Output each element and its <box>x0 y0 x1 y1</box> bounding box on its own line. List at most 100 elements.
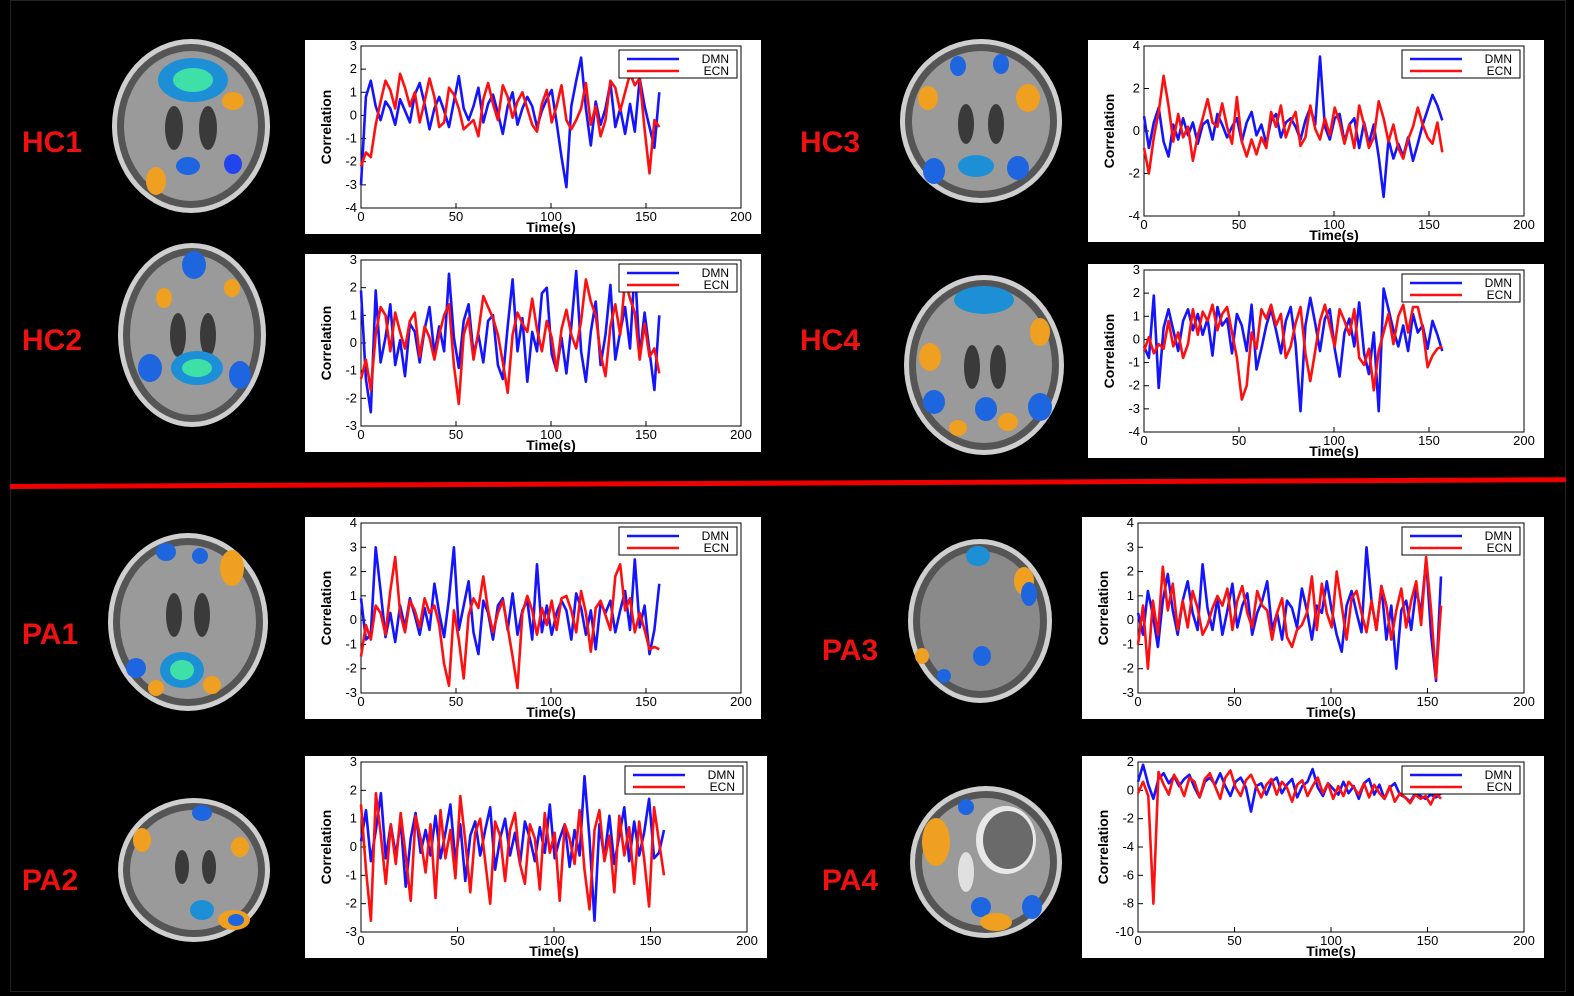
legend-label-dmn: DMN <box>1485 529 1512 543</box>
legend-label-ecn: ECN <box>704 278 729 292</box>
series-line-ecn <box>1142 74 1444 175</box>
panel-label-hc4: HC4 <box>800 324 861 357</box>
chart-panel-hc4: -4 -3 -2 -1 0 1 2 3 0 50 100 150 200 Time(s) Correlati… <box>1088 264 1544 458</box>
x-tick-label: 150 <box>1418 217 1440 232</box>
y-tick-label: 1 <box>350 588 357 603</box>
series-line-ecn <box>359 72 661 175</box>
legend-label-ecn: ECN <box>1487 541 1512 555</box>
panel-label-pa2: PA2 <box>22 864 79 897</box>
brain-image-pa1 <box>108 533 268 711</box>
y-axis-label: Correlation <box>318 306 334 381</box>
y-tick-label: -3 <box>345 177 357 192</box>
y-tick-label: -1 <box>1122 636 1134 651</box>
y-tick-label: 2 <box>350 564 357 579</box>
x-tick-label: 200 <box>736 933 758 948</box>
x-tick-label: 200 <box>730 694 752 709</box>
x-axis-label: Time(s) <box>1309 443 1359 458</box>
x-tick-label: 50 <box>1232 217 1246 232</box>
x-tick-label: 50 <box>1227 933 1241 948</box>
legend-box <box>624 765 744 795</box>
x-tick-label: 200 <box>1513 933 1535 948</box>
y-tick-label: 4 <box>1127 517 1134 530</box>
y-tick-label: -1 <box>1128 355 1140 370</box>
legend-label-dmn: DMN <box>1485 52 1512 66</box>
y-tick-label: 4 <box>1133 40 1140 53</box>
legend-label-ecn: ECN <box>1487 64 1512 78</box>
panel-label-pa1: PA1 <box>22 618 79 651</box>
y-tick-label: -2 <box>345 154 357 169</box>
legend-box <box>618 263 738 293</box>
brain-image-hc3 <box>900 39 1062 203</box>
x-tick-label: 150 <box>1417 694 1439 709</box>
chart-svg: -3 -2 -1 0 1 2 3 0 50 100 150 200 Time(s) Correlation… <box>318 254 752 452</box>
y-axis-label: Correlation <box>1101 94 1117 169</box>
y-tick-label: 3 <box>350 254 357 267</box>
legend-label-ecn: ECN <box>704 64 729 78</box>
x-tick-label: 100 <box>1323 217 1345 232</box>
x-tick-label: 0 <box>1140 433 1147 448</box>
y-tick-label: 4 <box>350 517 357 530</box>
series-line-dmn <box>1136 545 1443 683</box>
series-line-dmn <box>1136 763 1442 813</box>
x-tick-label: 50 <box>450 933 464 948</box>
x-tick-label: 150 <box>1418 433 1440 448</box>
y-tick-label: -2 <box>1122 661 1134 676</box>
chart-panel-pa4: -10 -8 -6 -4 -2 0 2 0 50 100 150 200 Time(s) Correlat… <box>1082 756 1544 958</box>
x-tick-label: 100 <box>1323 433 1345 448</box>
chart-svg: -3 -2 -1 0 1 2 3 0 50 100 150 200 Time(s) Correlation… <box>318 756 758 958</box>
chart-svg: -4 -2 0 2 4 0 50 100 150 200 Time(s) Correlation DMN… <box>1101 40 1535 242</box>
y-tick-label: -2 <box>1128 166 1140 181</box>
legend-label-ecn: ECN <box>1487 780 1512 794</box>
y-tick-label: 3 <box>350 539 357 554</box>
series-line-ecn <box>1142 303 1443 401</box>
x-tick-label: 150 <box>1417 933 1439 948</box>
x-tick-label: 200 <box>1513 433 1535 448</box>
y-tick-label: -2 <box>345 896 357 911</box>
panel-label-hc2: HC2 <box>22 324 83 357</box>
y-tick-label: -2 <box>345 661 357 676</box>
chart-svg: -3 -2 -1 0 1 2 3 4 0 50 100 150 200 Time(s) Correlatio… <box>318 517 752 719</box>
x-tick-label: 100 <box>543 933 565 948</box>
x-axis-label: Time(s) <box>1306 704 1356 719</box>
y-tick-label: -3 <box>1128 401 1140 416</box>
series-line-ecn <box>1136 769 1442 905</box>
y-tick-label: 2 <box>350 782 357 797</box>
x-tick-label: 0 <box>357 427 364 442</box>
y-tick-label: -4 <box>1128 208 1140 223</box>
series-line-ecn <box>359 791 666 922</box>
chart-svg: -4 -3 -2 -1 0 1 2 3 0 50 100 150 200 Time(s) Correlati… <box>1101 264 1535 458</box>
y-tick-label: 1 <box>1127 588 1134 603</box>
y-tick-label: 1 <box>1133 308 1140 323</box>
legend-label-dmn: DMN <box>1485 276 1512 290</box>
x-tick-label: 100 <box>540 209 562 224</box>
y-tick-label: 2 <box>350 61 357 76</box>
series-line-ecn <box>359 278 661 406</box>
series-line-dmn <box>359 264 661 414</box>
y-tick-label: 1 <box>350 811 357 826</box>
legend-box <box>1401 765 1521 795</box>
y-axis-label: Correlation <box>1095 571 1111 646</box>
legend-label-dmn: DMN <box>702 52 729 66</box>
brain-image-hc1 <box>112 39 270 213</box>
y-tick-label: -8 <box>1122 896 1134 911</box>
x-tick-label: 50 <box>449 427 463 442</box>
legend-label-dmn: DMN <box>1485 768 1512 782</box>
y-axis-label: Correlation <box>318 571 334 646</box>
series-line-dmn <box>359 56 661 189</box>
y-axis-label: Correlation <box>318 90 334 165</box>
y-tick-label: 1 <box>350 307 357 322</box>
legend-box <box>618 49 738 79</box>
legend-label-dmn: DMN <box>708 768 735 782</box>
x-axis-label: Time(s) <box>529 943 579 958</box>
y-tick-label: 3 <box>1133 264 1140 277</box>
legend-label-dmn: DMN <box>702 266 729 280</box>
x-tick-label: 150 <box>640 933 662 948</box>
panel-label-pa4: PA4 <box>822 864 879 897</box>
x-tick-label: 50 <box>449 694 463 709</box>
x-tick-label: 150 <box>635 209 657 224</box>
